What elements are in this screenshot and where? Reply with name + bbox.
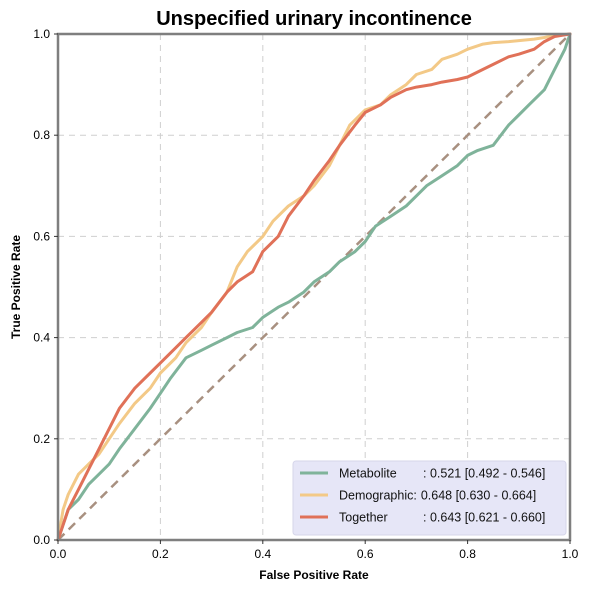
series-group [56,32,572,542]
x-tick-label: 0.6 [357,547,374,561]
x-axis-label: False Positive Rate [259,568,369,582]
grid [58,34,570,540]
legend-label-together: Together [339,511,388,525]
y-tick-label: 1.0 [33,27,50,41]
series-line-metabolite [56,32,572,542]
x-tick-label: 0.0 [50,547,67,561]
plot-frame [56,32,572,542]
legend-label-metabolite: Metabolite [339,467,397,481]
x-tick-label: 0.8 [459,547,476,561]
legend-box [292,460,567,536]
y-tick-label: 0.0 [33,533,50,547]
x-tick-label: 0.4 [254,547,271,561]
legend-metric-demographic: 0.648 [0.630 - 0.664] [421,489,536,503]
legend-metric-together: : 0.643 [0.621 - 0.660] [423,511,545,525]
legend: Metabolite : 0.521 [0.492 - 0.546] Demogra… [292,460,567,536]
ticks: 0.0 0.2 0.4 0.6 0.8 1.0 0.0 0.2 0.4 0.6 0.8 1.0 [33,27,578,561]
series-line-together [56,32,572,542]
y-tick-label: 0.4 [33,331,50,345]
y-axis-label: True Positive Rate [9,235,23,339]
x-tick-label: 1.0 [562,547,579,561]
legend-label-demographic: Demographic: [339,489,417,503]
x-tick-label: 0.2 [152,547,169,561]
chart-title: Unspecified urinary incontinence [156,8,472,30]
legend-metric-metabolite: : 0.521 [0.492 - 0.546] [423,467,545,481]
y-tick-label: 0.2 [33,432,50,446]
y-tick-label: 0.8 [33,128,50,142]
y-tick-label: 0.6 [33,229,50,243]
